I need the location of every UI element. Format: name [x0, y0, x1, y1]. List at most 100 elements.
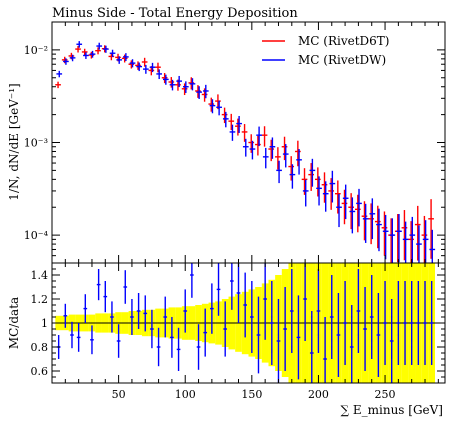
main-point-dw: [109, 49, 116, 58]
main-point-dw: [376, 208, 382, 252]
main-point-dw: [149, 62, 156, 73]
ratio-point-dw: [76, 323, 81, 352]
ratio-point-dw: [90, 325, 94, 355]
main-point-dw: [69, 54, 76, 62]
ratio-y-tick-label: 0.6: [31, 365, 49, 378]
main-y-tick-label: 10⁻³: [24, 137, 48, 150]
main-point-dw: [236, 115, 242, 133]
ratio-y-axis-label: MC/data: [7, 297, 21, 349]
main-point-d6t: [81, 48, 88, 56]
ratio-point-dw: [329, 275, 334, 359]
ratio-point-dw: [236, 263, 241, 323]
main-point-d6t: [141, 57, 148, 67]
ratio-point-dw: [256, 296, 261, 374]
ratio-y-tick-label: 0.8: [31, 341, 49, 354]
main-point-d6t: [235, 118, 241, 136]
ratio-point-dw: [196, 324, 201, 370]
ratio-point-dw: [389, 299, 394, 383]
ratio-point-dw: [396, 281, 401, 365]
main-point-d6t: [268, 139, 275, 162]
main-point-d6t: [261, 126, 268, 147]
main-point-d6t: [161, 73, 168, 84]
main-point-d6t: [55, 81, 61, 89]
main-point-dw: [123, 53, 129, 62]
main-point-dw: [356, 188, 362, 227]
main-point-d6t: [128, 60, 135, 69]
main-point-dw: [416, 225, 422, 263]
main-point-d6t: [414, 205, 421, 261]
ratio-point-dw: [403, 281, 407, 365]
main-point-dw: [169, 79, 176, 91]
ratio-point-dw: [203, 308, 208, 357]
ratio-point-dw: [296, 295, 301, 380]
ratio-point-dw: [349, 305, 354, 383]
main-point-d6t: [88, 51, 95, 59]
main-point-d6t: [275, 147, 281, 170]
main-point-d6t: [61, 56, 68, 64]
main-point-dw: [269, 137, 276, 159]
main-point-dw: [229, 124, 236, 141]
main-point-dw: [249, 140, 256, 160]
main-point-d6t: [354, 194, 361, 233]
main-point-dw: [362, 203, 369, 243]
ratio-point-dw: [316, 269, 321, 353]
ratio-point-dw: [429, 281, 434, 365]
ratio-point-dw: [369, 275, 374, 359]
main-point-dw: [276, 160, 282, 184]
ratio-point-dw: [130, 299, 134, 335]
chart-title: Minus Side - Total Energy Deposition: [52, 6, 298, 21]
main-point-d6t: [374, 205, 381, 249]
x-tick-label: 150: [241, 388, 262, 401]
main-point-dw: [103, 45, 109, 53]
main-point-dw: [409, 216, 416, 263]
main-point-dw: [156, 69, 163, 80]
main-point-dw: [282, 144, 289, 168]
main-point-dw: [216, 100, 222, 116]
main-point-d6t: [288, 156, 295, 181]
legend: MC (RivetD6T) MC (RivetDW): [262, 34, 389, 67]
main-point-dw: [222, 111, 229, 128]
main-point-dw: [296, 149, 302, 175]
ratio-point-dw: [423, 281, 427, 365]
legend-label-dw: MC (RivetDW): [298, 53, 386, 67]
main-point-dw: [402, 221, 409, 263]
ratio-point-dw: [223, 301, 228, 357]
ratio-y-tick-label: 1: [41, 317, 48, 330]
main-point-d6t: [75, 45, 81, 53]
ratio-point-dw: [123, 270, 128, 304]
main-point-dw: [322, 181, 329, 212]
main-point-dw: [342, 184, 349, 220]
main-point-d6t: [108, 52, 115, 61]
ratio-point-dw: [70, 321, 74, 349]
main-point-d6t: [381, 211, 388, 256]
ratio-point-dw: [336, 293, 341, 377]
main-point-d6t: [248, 134, 255, 153]
main-point-dw: [422, 220, 429, 263]
ratio-point-dw: [96, 269, 101, 301]
ratio-point-dw: [416, 281, 421, 365]
ratio-point-dw: [150, 309, 154, 349]
main-point-d6t: [135, 61, 141, 70]
main-point-d6t: [388, 218, 394, 263]
main-point-d6t: [328, 178, 334, 210]
main-point-dw: [143, 64, 149, 74]
main-point-dw: [316, 176, 322, 206]
main-point-d6t: [228, 113, 235, 131]
main-point-dw: [309, 158, 316, 187]
main-point-d6t: [95, 47, 101, 55]
main-point-d6t: [394, 214, 401, 263]
ratio-point-dw: [243, 272, 247, 338]
main-point-dw: [209, 99, 216, 114]
x-tick-label: 250: [375, 388, 396, 401]
main-y-tick-label: 10⁻²: [24, 44, 48, 57]
ratio-point-dw: [143, 295, 148, 332]
main-point-d6t: [315, 167, 321, 197]
ratio-panel: 0.6 0.8 1 1.2 1.4 50 100 150 200 250 MC/data ∑ E…: [7, 22, 446, 417]
main-point-d6t: [121, 54, 128, 63]
main-point-dw: [129, 59, 136, 68]
main-point-dw: [176, 75, 182, 88]
main-point-dw: [89, 50, 96, 58]
ratio-y-tick-label: 1.2: [31, 293, 49, 306]
main-point-dw: [83, 52, 89, 59]
main-point-d6t: [295, 140, 301, 167]
